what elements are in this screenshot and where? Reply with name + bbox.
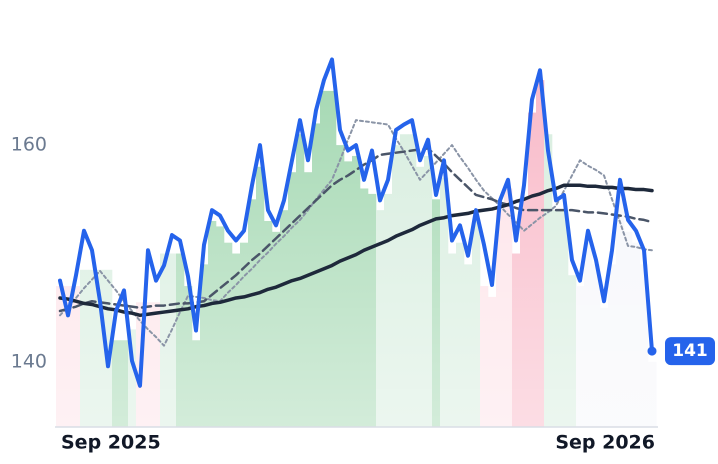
x-tick-label: Sep 2026 [555,432,655,454]
fade-overlay [56,10,656,427]
series-line [59,119,653,347]
y-tick-label: 140 [11,350,47,372]
y-tick-label: 160 [11,134,47,156]
last-point [647,346,657,356]
lines [58,57,657,388]
value-badge [665,337,715,366]
x-tick-label: Sep 2025 [61,432,161,454]
labels: 140 160 Sep 2025 Sep 2026 141 [11,134,715,454]
series-line [58,147,654,313]
value-label: 141 [672,341,708,361]
series-line [58,57,654,388]
